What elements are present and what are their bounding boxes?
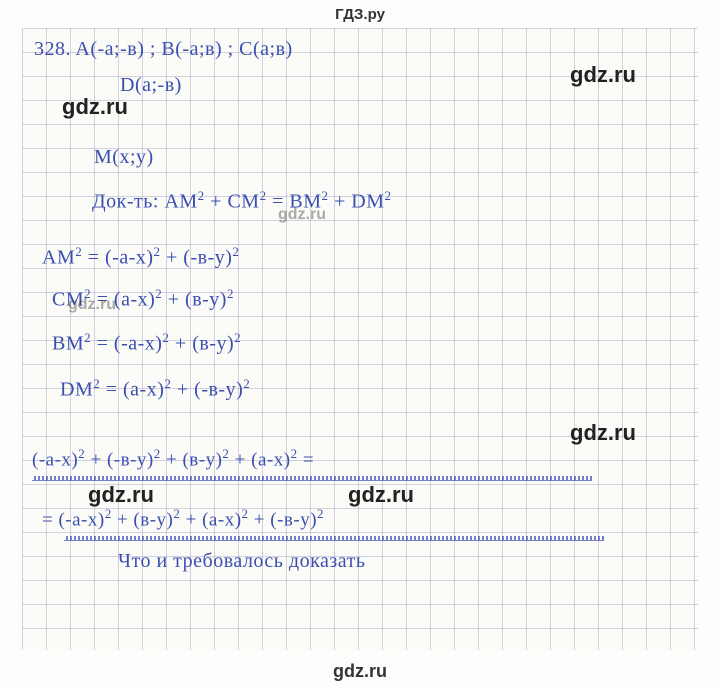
sq: 2 xyxy=(385,188,392,203)
sq: 2 xyxy=(234,330,241,345)
dm2-lhs: DM xyxy=(60,379,93,401)
site-header: ГДЗ.ру xyxy=(0,0,720,29)
watermark-gray: gdz.ru xyxy=(278,206,326,224)
bm2-t1: = (-a-x) xyxy=(91,333,162,355)
sq: 2 xyxy=(105,506,112,521)
bm2-lhs: BM xyxy=(52,333,84,355)
line-dm2: DM2 = (a-x)2 + (-в-y)2 xyxy=(60,376,250,402)
sq: 2 xyxy=(291,446,298,461)
line-point-d: D(a;-в) xyxy=(120,74,182,97)
eq10-t4: + (-в-y) xyxy=(249,509,318,530)
am2-lhs: AM xyxy=(42,247,75,269)
eq10-t2: + (в-y) xyxy=(112,509,174,530)
line-point-m: M(x;y) xyxy=(94,146,154,169)
cm2-t2: + (в-y) xyxy=(162,289,227,311)
watermark-dark: gdz.ru xyxy=(88,482,154,508)
eq9-t4: + (a-x) xyxy=(229,449,290,470)
eq10-t1: = (-a-x) xyxy=(42,509,105,530)
eq9-t3: + (в-y) xyxy=(161,449,223,470)
line-to-prove: Док-ть: AM2 + CM2 = BM2 + DM2 xyxy=(92,188,392,214)
line-eq-rhs: = (-a-x)2 + (в-y)2 + (a-x)2 + (-в-y)2 xyxy=(42,506,324,531)
sq: 2 xyxy=(260,188,267,203)
prove-dm: + DM xyxy=(328,191,384,213)
line-bm2: BM2 = (-a-x)2 + (в-y)2 xyxy=(52,330,241,356)
watermark-dark: gdz.ru xyxy=(570,62,636,88)
sq: 2 xyxy=(317,506,324,521)
dm2-t1: = (a-x) xyxy=(100,379,164,401)
notebook-paper: 328. A(-a;-в) ; B(-a;в) ; C(a;в) D(a;-в)… xyxy=(22,28,698,650)
eq9-t1: (-a-x) xyxy=(32,449,78,470)
line-eq-lhs: (-a-x)2 + (-в-y)2 + (в-y)2 + (a-x)2 = xyxy=(32,446,314,471)
eq9-t2: + (-в-y) xyxy=(85,449,154,470)
sq: 2 xyxy=(242,506,249,521)
dm2-t2: + (-в-y) xyxy=(171,379,243,401)
eq9-eq: = xyxy=(298,449,314,470)
sq: 2 xyxy=(154,446,161,461)
footer-watermark: gdz.ru xyxy=(0,661,720,682)
watermark-dark: gdz.ru xyxy=(348,482,414,508)
sq: 2 xyxy=(243,376,250,391)
underline-wavy-2 xyxy=(64,536,604,541)
am2-t1: = (-a-x) xyxy=(82,247,153,269)
bm2-t2: + (в-y) xyxy=(169,333,234,355)
sq: 2 xyxy=(227,286,234,301)
sq: 2 xyxy=(154,244,161,259)
prove-prefix: Док-ть: AM xyxy=(92,191,198,213)
line-qed: Что и требовалось доказать xyxy=(118,550,366,573)
underline-wavy-1 xyxy=(32,476,592,481)
watermark-dark: gdz.ru xyxy=(570,420,636,446)
sq: 2 xyxy=(232,244,239,259)
line-am2: AM2 = (-a-x)2 + (-в-y)2 xyxy=(42,244,239,270)
eq10-t3: + (a-x) xyxy=(180,509,241,530)
line-points-abc: 328. A(-a;-в) ; B(-a;в) ; C(a;в) xyxy=(34,38,293,61)
watermark-dark: gdz.ru xyxy=(62,94,128,120)
watermark-gray: gdz.ru xyxy=(68,296,116,314)
am2-t2: + (-в-y) xyxy=(161,247,233,269)
sq: 2 xyxy=(198,188,205,203)
prove-cm: + CM xyxy=(205,191,260,213)
